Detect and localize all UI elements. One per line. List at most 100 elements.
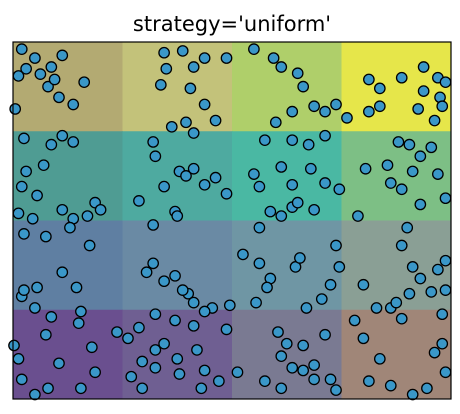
scatter-point — [432, 263, 444, 276]
scatter-point — [39, 230, 52, 243]
scatter-point — [403, 287, 416, 300]
scatter-point — [319, 177, 331, 189]
scatter-point — [248, 43, 260, 55]
scatter-point — [169, 269, 181, 282]
scatter-point — [45, 61, 58, 73]
scatter-point — [414, 198, 427, 211]
scatter-point — [147, 136, 160, 148]
scatter-point — [439, 76, 452, 89]
scatter-point — [315, 293, 328, 305]
scatter-point — [220, 52, 233, 64]
scatter-point — [302, 138, 315, 151]
plot-frame — [12, 41, 452, 400]
scatter-point — [147, 257, 160, 270]
scatter-point — [147, 219, 160, 231]
scatter-point — [439, 284, 452, 296]
scatter-point — [275, 161, 288, 173]
scatter-point — [237, 248, 249, 261]
scatter-point — [308, 100, 320, 113]
scatter-point — [286, 361, 299, 374]
scatter-point — [198, 305, 211, 318]
scatter-point — [198, 178, 211, 191]
scatter-point — [165, 120, 178, 133]
scatter-point — [122, 332, 134, 345]
scatter-point — [223, 299, 236, 312]
scatter-point — [363, 375, 375, 387]
scatter-point — [213, 375, 225, 387]
scatter-point — [363, 105, 375, 118]
scatter-point — [18, 228, 30, 240]
bin-cell — [232, 42, 342, 132]
scatter-point — [53, 91, 65, 104]
scatter-point — [111, 326, 123, 338]
scatter-point — [158, 180, 170, 193]
scatter-point — [18, 132, 30, 145]
scatter-point — [187, 61, 200, 73]
scatter-point — [15, 180, 28, 193]
scatter-point — [395, 183, 408, 196]
scatter-point — [304, 162, 317, 175]
scatter-point — [15, 373, 28, 386]
scatter-point — [253, 257, 266, 270]
scatter-point — [341, 112, 353, 124]
scatter-point — [300, 302, 313, 314]
scatter-point — [191, 344, 203, 356]
scatter-point — [158, 275, 170, 288]
scatter-point — [436, 100, 449, 113]
scatter-point — [171, 210, 184, 222]
scatter-point — [272, 326, 284, 338]
scatter-point — [428, 114, 441, 127]
scatter-point — [308, 203, 320, 216]
scatter-point — [421, 382, 433, 395]
scatter-point — [20, 165, 32, 178]
scatter-point — [291, 196, 304, 209]
scatter-point — [48, 73, 61, 86]
scatter-point — [381, 159, 394, 172]
scatter-point — [29, 388, 41, 401]
scatter-point — [395, 312, 408, 325]
background-heatmap — [13, 42, 452, 400]
scatter-point — [414, 150, 427, 163]
scatter-point — [412, 103, 424, 115]
scatter-point — [198, 364, 211, 377]
scatter-point — [330, 239, 342, 252]
scatter-point — [12, 352, 25, 365]
scatter-point — [324, 278, 337, 291]
scatter-point — [264, 205, 277, 218]
scatter-point — [432, 168, 444, 180]
scatter-point — [78, 76, 91, 89]
scatter-point — [297, 364, 310, 377]
scatter-point — [297, 80, 310, 93]
scatter-point — [308, 373, 320, 386]
scatter-point — [395, 239, 408, 252]
bin-cell — [232, 309, 342, 400]
scatter-point — [392, 136, 405, 148]
scatter-point — [220, 323, 233, 336]
scatter-point — [45, 311, 58, 323]
scatter-point — [220, 187, 233, 200]
scatter-point — [136, 382, 149, 395]
scatter-point — [149, 361, 162, 374]
scatter-point — [291, 67, 304, 80]
scatter-point — [286, 134, 299, 147]
scatter-point — [357, 278, 370, 291]
bin-cell — [13, 220, 123, 311]
scatter-point — [395, 71, 408, 84]
scatter-point — [176, 284, 189, 296]
scatter-point — [187, 127, 200, 139]
scatter-point — [406, 261, 419, 273]
scatter-point — [414, 272, 427, 285]
scatter-point — [154, 78, 167, 91]
scatter-point — [158, 337, 170, 350]
scatter-point — [184, 82, 197, 95]
scatter-point — [275, 210, 288, 222]
scatter-point — [81, 210, 94, 222]
scatter-point — [258, 375, 271, 387]
scatter-point — [209, 114, 222, 127]
scatter-point — [29, 302, 41, 314]
scatter-point — [373, 100, 386, 113]
scatter-point — [417, 85, 430, 97]
scatter-point — [333, 183, 346, 196]
scatter-point — [133, 321, 145, 334]
